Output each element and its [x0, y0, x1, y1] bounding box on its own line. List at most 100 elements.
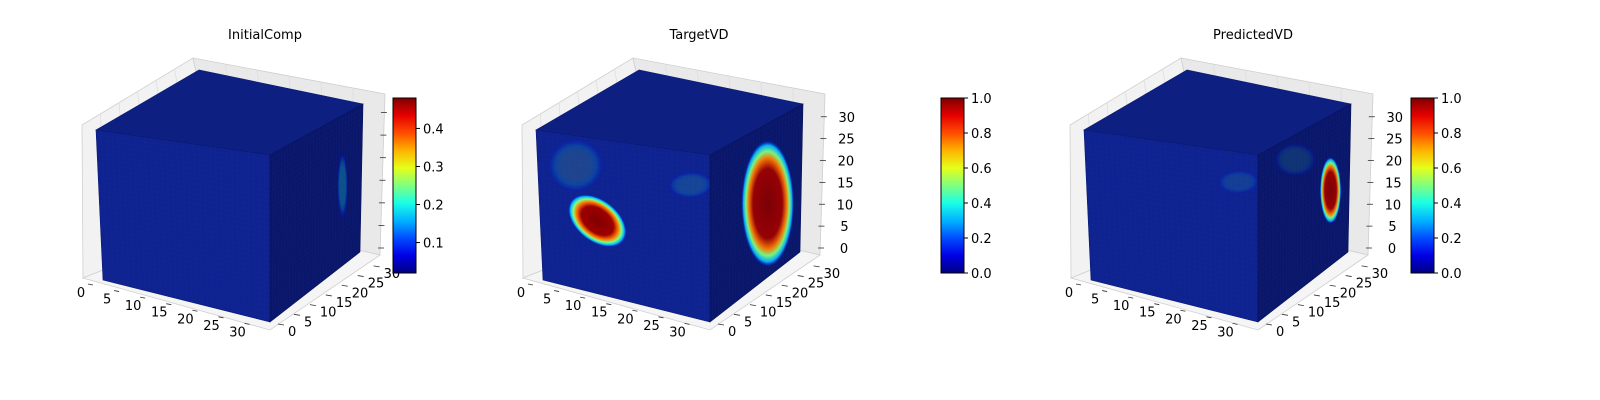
y-tick-label: 5: [1292, 315, 1300, 330]
voxel-grid-line: [1087, 209, 1258, 244]
voxel-grid-line: [270, 214, 361, 281]
voxel-grid-line: [331, 119, 335, 274]
y-tick-mark: [1313, 294, 1320, 297]
voxel-grid-line: [209, 146, 213, 308]
voxel-grid-line: [1258, 219, 1349, 286]
voxel-grid-line: [354, 107, 358, 257]
voxel-grid-line: [1090, 275, 1258, 317]
voxel-grid-line: [791, 108, 795, 259]
x-tick-mark: [244, 322, 250, 325]
x-tick-mark: [1128, 296, 1134, 299]
voxel-grid-line: [317, 127, 320, 285]
colorbar: [940, 97, 965, 274]
x-tick-mark: [1075, 283, 1082, 286]
y-tick-mark: [1297, 304, 1304, 307]
x-tick-label: 15: [1139, 306, 1156, 321]
voxel-grid-line: [541, 242, 710, 281]
colorbar-tick-label: 1.0: [971, 92, 992, 107]
colorbar-tick-label: 0.8: [971, 127, 992, 142]
voxel-grid-line: [1258, 233, 1349, 302]
voxel-hotspot: [567, 194, 627, 248]
x-tick-label: 0: [1065, 286, 1073, 301]
voxel-grid-line: [334, 118, 338, 272]
x-tick-mark: [527, 283, 534, 286]
colorbar-tick-label: 0.4: [1441, 197, 1462, 212]
voxel-grid-line: [541, 256, 710, 297]
voxel-grid-line: [1181, 144, 1186, 304]
z-tick-label: 10: [837, 198, 854, 213]
voxel-grid-line: [101, 242, 270, 281]
voxel-grid-line: [100, 223, 270, 260]
voxel-grid-line: [215, 147, 219, 309]
voxel-grid-line: [1258, 247, 1349, 317]
y-tick-label: 0: [1276, 325, 1284, 340]
x-tick-mark: [554, 290, 560, 292]
voxel-grid-line: [1203, 147, 1207, 309]
voxel-grid-line: [270, 228, 361, 297]
x-tick-mark: [580, 296, 586, 299]
y-tick-mark: [749, 304, 756, 307]
voxel-grid-line: [188, 143, 192, 303]
voxel-grid-line: [356, 105, 361, 255]
y-tick-label: 5: [744, 315, 752, 330]
z-tick-label: 15: [1385, 176, 1402, 191]
y-tick-mark: [1345, 275, 1352, 277]
y-tick-label: 30: [1372, 267, 1389, 282]
chart-title: PredictedVD: [1213, 28, 1293, 43]
voxel-grid-line: [102, 275, 270, 317]
voxel-grid-line: [1090, 270, 1258, 312]
voxel-grid-line: [649, 146, 653, 308]
side-voxel-grid: [710, 105, 803, 320]
voxel-grid-line: [270, 233, 361, 302]
voxel-grid-line: [237, 150, 239, 315]
voxel-grid-line: [328, 121, 332, 277]
voxel-grid-line: [270, 219, 361, 286]
voxel-grid-line: [204, 145, 208, 307]
voxel-grid-line: [1192, 145, 1196, 307]
z-tick-label: 30: [839, 111, 856, 126]
voxel-grid-line: [644, 145, 648, 307]
colorbar-tick-label: 0.0: [971, 267, 992, 282]
voxel-grid-line: [639, 144, 643, 305]
x-tick-label: 20: [617, 312, 634, 327]
y-tick-label: 10: [760, 306, 777, 321]
voxel-grid-line: [1088, 237, 1258, 276]
y-tick-mark: [797, 275, 804, 277]
voxel-grid-line: [1208, 147, 1212, 311]
y-tick-label: 0: [728, 325, 736, 340]
y-tick-mark: [1281, 313, 1289, 316]
chart-title: InitialComp: [228, 28, 302, 43]
y-tick-mark: [309, 304, 316, 307]
y-tick-label: 15: [776, 296, 793, 311]
voxel-grid-line: [1258, 242, 1349, 312]
voxel-grid-line: [101, 251, 270, 291]
chart-title: TargetVD: [668, 28, 728, 43]
y-tick-mark: [325, 294, 332, 297]
voxel-grid-line: [1176, 143, 1180, 303]
z-tick-label: 20: [1386, 155, 1403, 170]
x-tick-label: 30: [229, 325, 246, 340]
x-tick-mark: [166, 303, 172, 306]
voxel-grid-line: [193, 144, 198, 304]
x-tick-mark: [218, 316, 224, 319]
voxel-grid-line: [542, 261, 710, 302]
y-tick-label: 0: [288, 325, 296, 340]
voxel-hotspot: [337, 151, 348, 219]
y-tick-label: 20: [352, 286, 369, 301]
z-tick-label: 30: [1387, 111, 1404, 126]
colorbar-tick-label: 0.4: [971, 197, 992, 212]
voxel-grid-line: [542, 275, 710, 317]
voxel-grid-line: [541, 251, 710, 291]
y-tick-mark: [293, 313, 301, 316]
voxel-grid-line: [1090, 261, 1258, 302]
voxel-grid-line: [1087, 204, 1258, 239]
x-tick-mark: [658, 316, 664, 319]
y-tick-label: 30: [824, 267, 841, 282]
voxel-grid-line: [540, 228, 710, 265]
y-tick-mark: [277, 323, 285, 326]
voxel-grid-line: [270, 210, 361, 276]
voxel-grid-line: [1258, 224, 1349, 291]
colorbar: [1410, 97, 1435, 274]
z-tick-label: 25: [838, 133, 855, 148]
voxel-grid-line: [710, 242, 801, 312]
